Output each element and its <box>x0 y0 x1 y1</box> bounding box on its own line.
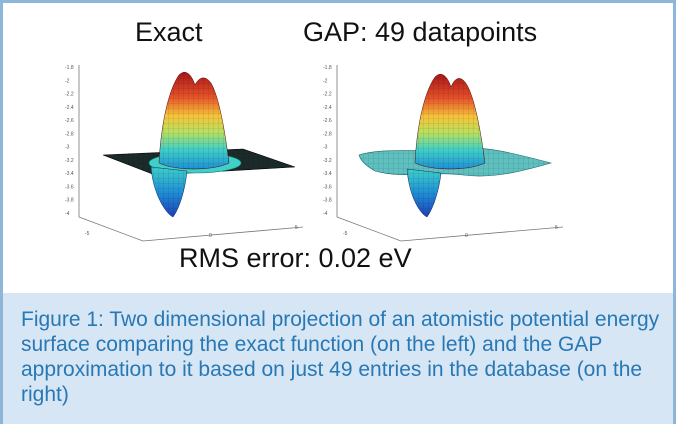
x-axis <box>78 216 144 242</box>
z-tick-label: -4 <box>65 211 70 217</box>
figure-caption: Figure 1: Two dimensional projection of … <box>21 308 660 406</box>
z-tick-label: -2 <box>65 78 70 84</box>
well-mesh <box>151 167 187 217</box>
z-tick-label: -2.6 <box>65 118 74 124</box>
exact-surface-plot: -1.8 -2 -2.2 -2.4 -2.6 -2.8 -3 -3.2 -3.4 -3.6 -3.8… <box>65 65 304 242</box>
figure-image: Exact GAP: 49 datapoints <box>3 3 673 293</box>
x-tick-mid: 0 <box>465 233 468 239</box>
peak-mesh <box>159 72 229 169</box>
z-tick-label: -2.8 <box>323 131 332 137</box>
z-tick-label: -2 <box>323 78 328 84</box>
z-tick-label: -2.2 <box>65 92 74 98</box>
z-tick-label: -2.4 <box>65 105 74 111</box>
z-tick-label: -3.4 <box>65 171 74 177</box>
gap-surface-plot: -1.8 -2 -2.2 -2.4 -2.6 -2.8 -3 -3.2 -3.4 -3.6 -3.8… <box>323 65 564 242</box>
peak-mesh <box>415 74 485 169</box>
z-tick-label: -3.8 <box>323 198 332 204</box>
z-tick-labels: -1.8 -2 -2.2 -2.4 -2.6 -2.8 -3 -3.2 -3.4 -3.6 -3.8… <box>323 65 332 217</box>
z-tick-label: -3.4 <box>323 171 332 177</box>
x-tick-right: 5 <box>555 225 558 231</box>
y-axis <box>142 226 304 242</box>
x-tick-right: 5 <box>295 225 298 231</box>
rms-error-label: RMS error: 0.02 eV <box>179 243 412 273</box>
z-tick-label: -3.8 <box>65 198 74 204</box>
z-tick-label: -2.2 <box>323 92 332 98</box>
x-tick-left: -5 <box>85 231 90 237</box>
z-tick-label: -2.4 <box>323 105 332 111</box>
left-panel-title: Exact <box>135 17 203 47</box>
z-tick-label: -4 <box>323 211 328 217</box>
z-tick-label: -1.8 <box>65 65 74 71</box>
z-tick-label: -3.2 <box>65 158 74 164</box>
z-tick-label: -3 <box>65 145 70 151</box>
z-tick-label: -1.8 <box>323 65 332 71</box>
caption-box: Figure 1: Two dimensional projection of … <box>3 293 673 424</box>
y-axis <box>400 226 564 242</box>
z-tick-label: -3 <box>323 145 328 151</box>
right-panel-title: GAP: 49 datapoints <box>303 17 538 47</box>
z-tick-label: -3.6 <box>323 185 332 191</box>
z-tick-label: -2.8 <box>65 131 74 137</box>
z-tick-label: -2.6 <box>323 118 332 124</box>
x-axis <box>336 216 402 242</box>
x-tick-left: -5 <box>343 231 348 237</box>
z-tick-labels: -1.8 -2 -2.2 -2.4 -2.6 -2.8 -3 -3.2 -3.4 -3.6 -3.8… <box>65 65 74 217</box>
well-mesh <box>407 169 441 217</box>
x-tick-mid: 0 <box>209 233 212 239</box>
z-tick-label: -3.2 <box>323 158 332 164</box>
surface-plots: -1.8 -2 -2.2 -2.4 -2.6 -2.8 -3 -3.2 -3.4 -3.6 -3.8… <box>65 65 564 242</box>
z-tick-label: -3.6 <box>65 185 74 191</box>
